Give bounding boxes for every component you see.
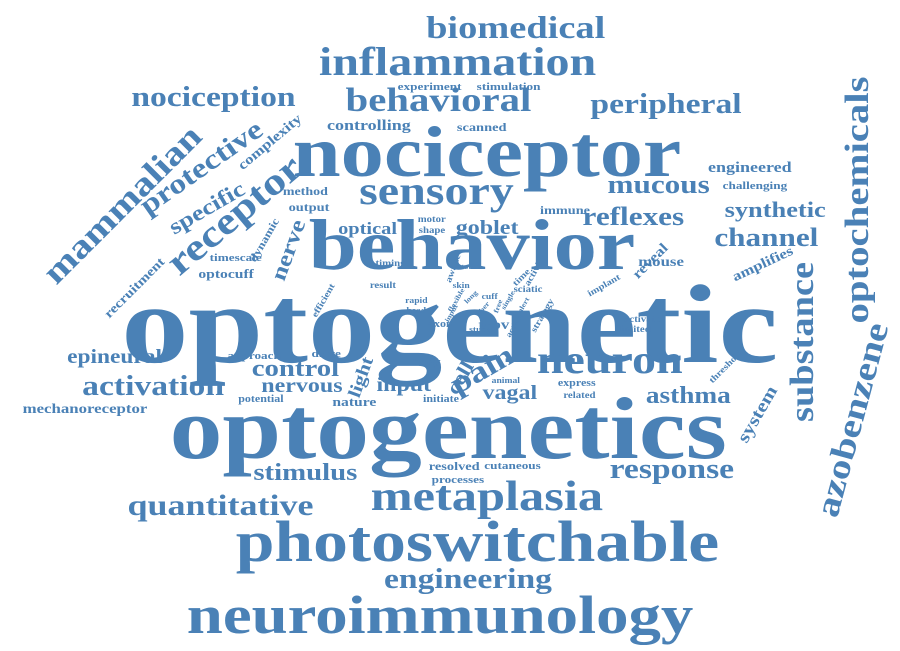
word-sensory: sensory: [358, 168, 514, 213]
word-express: express: [558, 378, 596, 389]
word-body: body: [413, 355, 441, 368]
word-nervous: nervous: [261, 375, 343, 397]
word-biomedical: biomedical: [426, 9, 606, 45]
word-metaplasia: metaplasia: [370, 474, 604, 520]
word-inflammation: inflammation: [319, 39, 597, 84]
word-behavior: behavior: [308, 205, 636, 285]
word-activate: activate: [624, 313, 660, 324]
word-optochemicals: optochemicals: [838, 76, 876, 324]
word-related: related: [562, 389, 596, 400]
word-optical: optical: [338, 218, 398, 238]
word-drive: drive: [311, 347, 341, 360]
word-experiment: experiment: [398, 80, 462, 93]
word-sciatic: sciatic: [513, 283, 543, 294]
word-neuron: neuron: [537, 337, 683, 382]
word-processes: processes: [431, 473, 485, 486]
word-response: response: [609, 454, 735, 485]
word-peripheral: peripheral: [590, 89, 742, 120]
word-asthma: asthma: [645, 383, 731, 409]
word-study: study: [468, 325, 492, 334]
word-optogenetic: optogenetic: [121, 263, 779, 387]
word-trpv: trpv: [478, 318, 510, 333]
word-motor: motor: [417, 213, 447, 224]
word-neuroimmunology: neuroimmunology: [186, 585, 694, 645]
word-substance: substance: [783, 261, 821, 422]
word-shape: shape: [418, 224, 446, 235]
word-nature: nature: [332, 393, 376, 409]
word-engineered: engineered: [708, 159, 792, 176]
word-channel: channel: [713, 223, 819, 252]
word-input: input: [376, 374, 432, 396]
word-potential: potential: [238, 394, 284, 405]
word-touch: touch: [460, 262, 482, 271]
word-engineering: engineering: [384, 564, 553, 595]
word-epineural: epineural: [67, 346, 163, 368]
word-control: control: [251, 356, 339, 382]
word-activation: activation: [82, 371, 224, 402]
word-controlling: controlling: [327, 117, 411, 134]
word-skin: skin: [452, 281, 470, 290]
word-method: method: [282, 184, 328, 198]
word-stimulus: stimulus: [252, 460, 358, 486]
word-photoswitchable: photoswitchable: [235, 509, 719, 574]
word-cutaneous: cutaneous: [484, 459, 542, 472]
word-quantitative: quantitative: [127, 489, 315, 522]
word-optocuff: optocuff: [198, 265, 254, 281]
word-limited: limited: [617, 323, 651, 334]
word-output: output: [288, 200, 330, 214]
word-behavioral: behavioral: [345, 82, 531, 119]
word-immune: immune: [540, 203, 590, 217]
word-goblet: goblet: [455, 217, 519, 239]
word-initiate: initiate: [423, 394, 460, 405]
word-vagal: vagal: [482, 382, 538, 404]
word-optogenetics: optogenetics: [169, 381, 727, 478]
word-stimulation: stimulation: [477, 80, 541, 93]
word-system: system: [732, 381, 782, 447]
word-resolved: resolved: [428, 459, 480, 473]
word-result: result: [369, 279, 397, 290]
word-axon: axon: [427, 319, 453, 330]
word-head: head: [406, 306, 426, 315]
word-nociceptor: nociceptor: [292, 112, 682, 192]
word-timing: timing: [375, 257, 407, 268]
word-reflexes: reflexes: [582, 202, 684, 231]
word-cuff: cuff: [481, 292, 498, 301]
word-challenging: challenging: [722, 179, 788, 192]
word-mechanoreceptor: mechanoreceptor: [22, 402, 148, 417]
word-animal: animal: [491, 376, 521, 385]
word-approach: approach: [227, 349, 281, 362]
word-mouse: mouse: [638, 255, 684, 270]
word-scanned: scanned: [457, 120, 507, 134]
word-timescale: timescale: [209, 251, 263, 264]
word-nociception: nociception: [130, 82, 296, 113]
word-mucous: mucous: [607, 170, 711, 199]
word-synthetic: synthetic: [724, 197, 826, 222]
word-rapid: rapid: [404, 296, 428, 305]
word-azobenzene: azobenzene: [808, 318, 897, 521]
